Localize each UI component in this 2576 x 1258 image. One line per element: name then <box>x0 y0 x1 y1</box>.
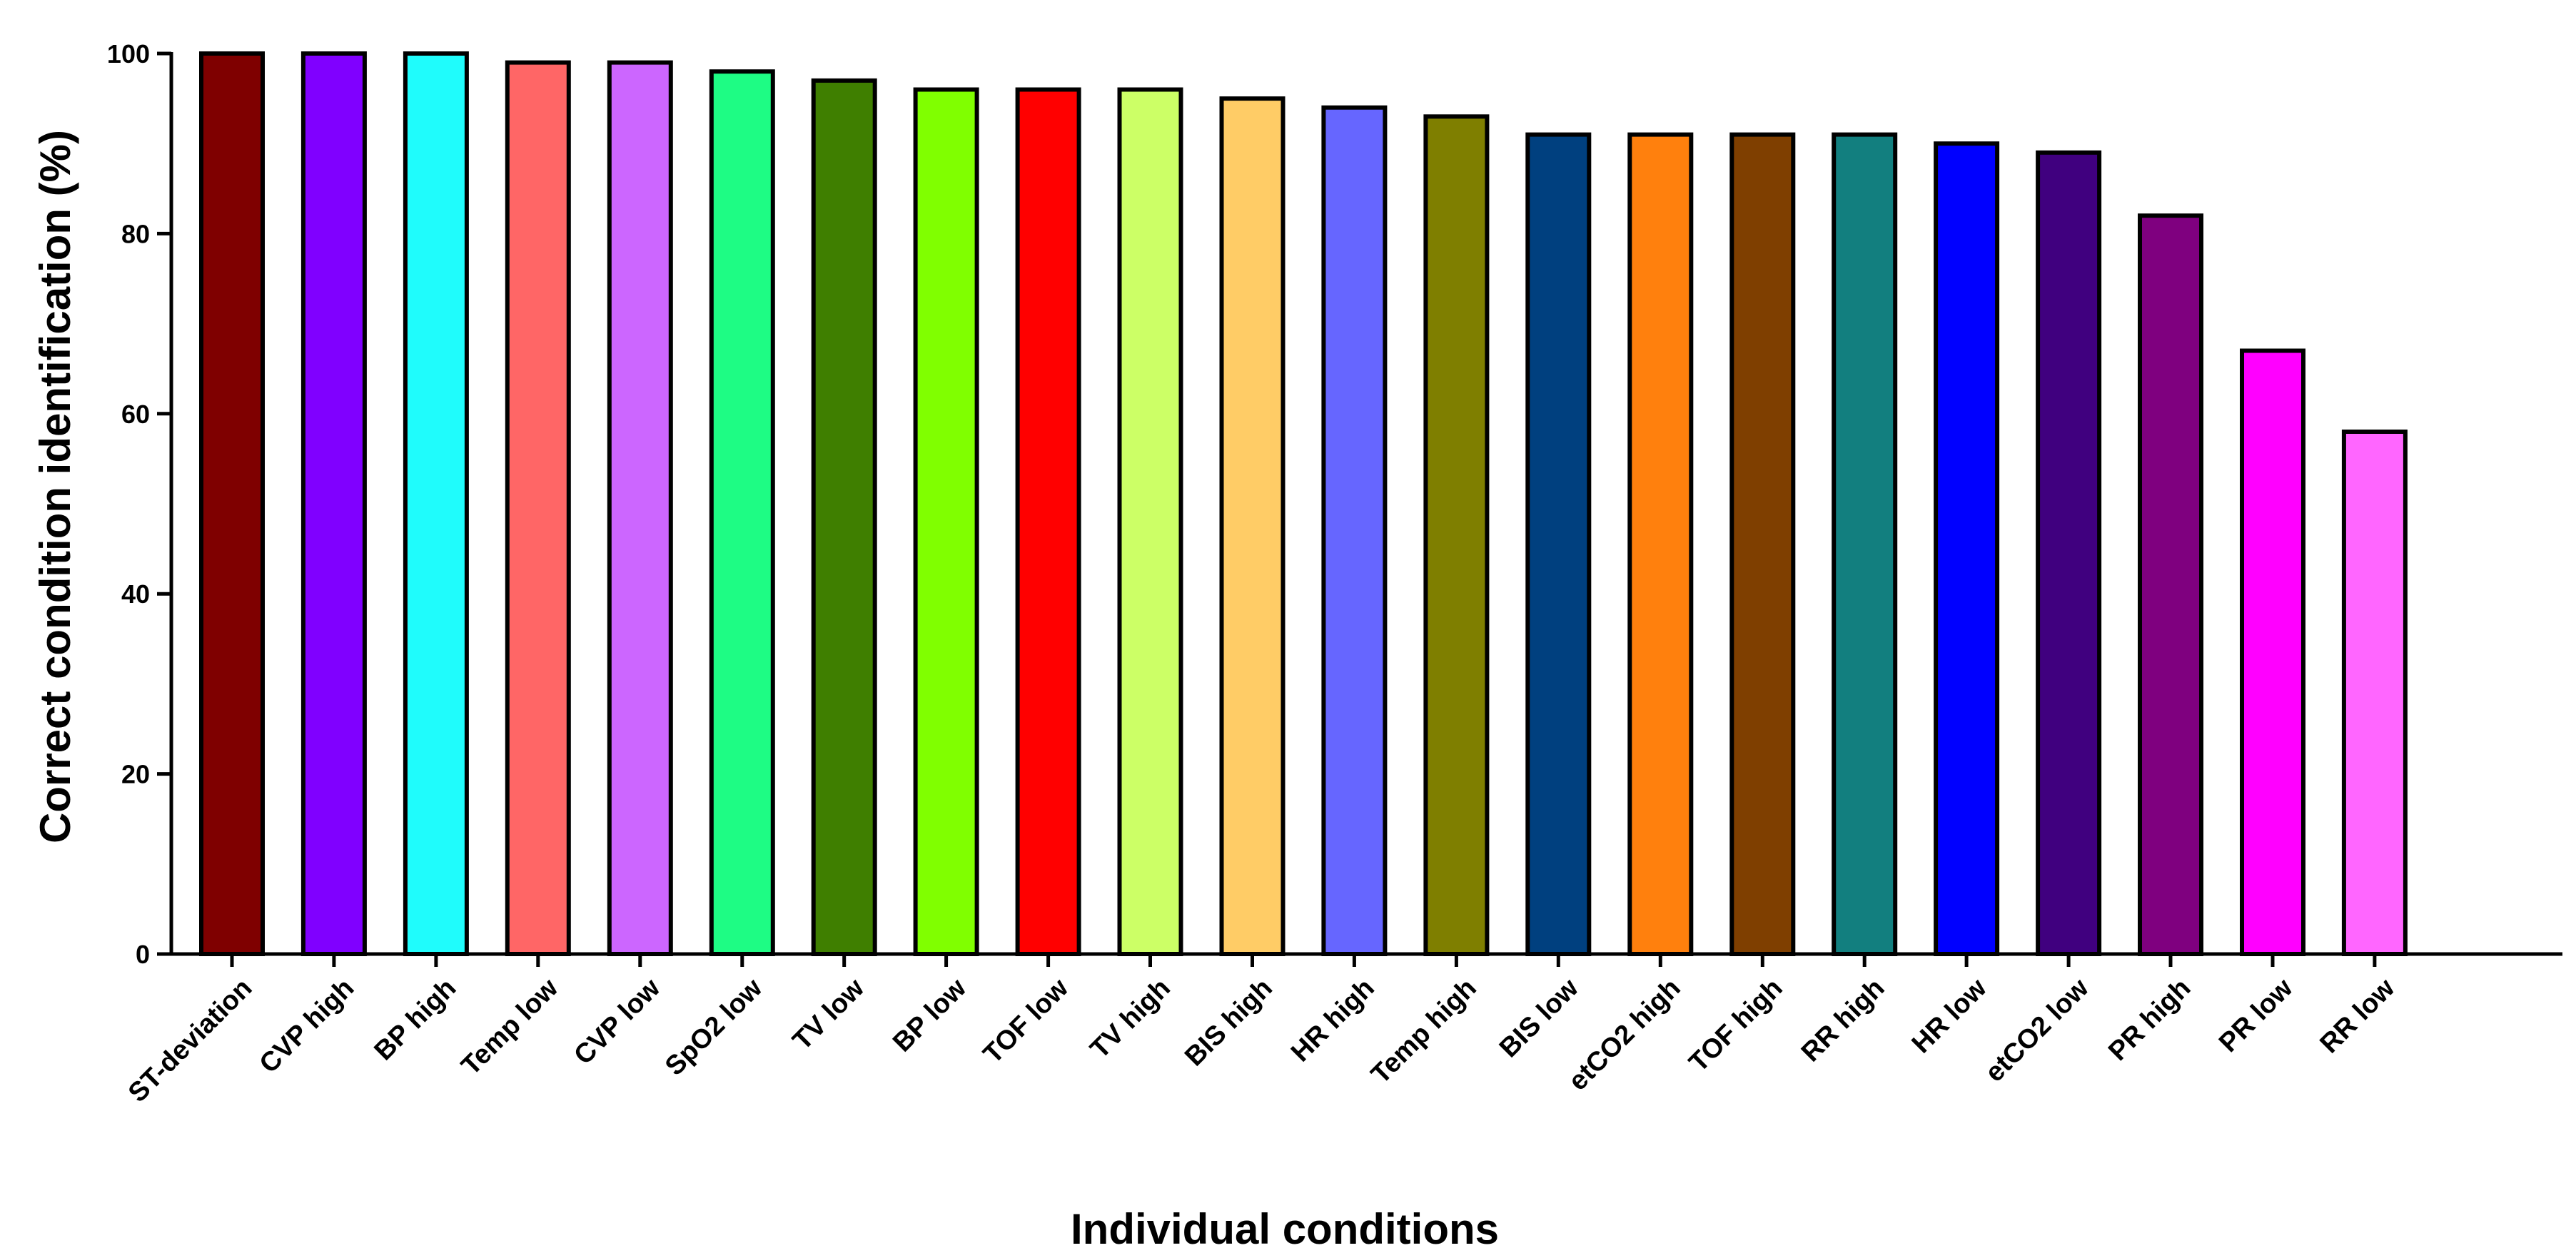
bar-temp-high <box>1423 114 1490 956</box>
x-tick-label: TV high <box>1085 973 1176 1065</box>
bar-tof-high <box>1729 132 1796 957</box>
y-tick-label: 0 <box>136 940 150 969</box>
bar-pr-high <box>2138 213 2203 957</box>
x-tick-label: Temp low <box>456 973 565 1081</box>
bar-bis-high <box>1219 96 1286 957</box>
y-tick-label: 20 <box>121 760 150 789</box>
x-tick-label: CVP low <box>568 973 666 1070</box>
y-tick-label: 100 <box>107 39 150 69</box>
bar-cvp-low <box>607 60 673 957</box>
x-tick-label: SpO2 low <box>660 973 768 1081</box>
x-tick-label: HR low <box>1906 973 1993 1059</box>
bar-etco2-low <box>2036 150 2102 956</box>
x-axis-title: Individual conditions <box>1071 1205 1499 1253</box>
y-tick-label: 60 <box>121 400 150 429</box>
x-tick-label: CVP high <box>254 973 360 1080</box>
x-tick-label: Temp high <box>1365 973 1483 1090</box>
y-tick-label: 40 <box>121 579 150 609</box>
y-axis-title: Correct condition identification (%) <box>31 130 79 843</box>
bar-pr-low <box>2240 348 2305 956</box>
y-tick-label: 80 <box>121 219 150 248</box>
x-tick-label: HR high <box>1286 973 1380 1068</box>
x-tick-label: BIS low <box>1494 973 1585 1063</box>
x-tick-label: RR low <box>2315 973 2401 1059</box>
bar-bis-low <box>1525 132 1592 957</box>
bar-temp-low <box>505 60 571 957</box>
x-tick-label: RR high <box>1796 973 1891 1068</box>
bar-tv-high <box>1117 87 1183 956</box>
bar-spo2-low <box>709 69 775 957</box>
x-tick-label: ST-deviation <box>123 973 258 1108</box>
x-tick-label: PR low <box>2213 973 2299 1058</box>
bar-hr-low <box>1934 141 2000 957</box>
x-tick-label: TOF low <box>978 973 1074 1069</box>
bar-cvp-high <box>300 51 367 956</box>
bar-etco2-high <box>1627 132 1694 957</box>
bar-hr-high <box>1321 105 1388 957</box>
x-tick-label: BP low <box>887 973 972 1057</box>
bar-st-deviation <box>199 51 265 956</box>
axes-group <box>157 51 2562 967</box>
bars-group <box>199 51 2408 957</box>
x-tick-label: BP high <box>369 973 463 1067</box>
bar-rr-high <box>1832 132 1898 957</box>
bar-tv-low <box>811 78 877 956</box>
x-tick-label: BIS high <box>1179 973 1278 1072</box>
bar-tof-low <box>1015 87 1081 956</box>
x-tick-label: TV low <box>787 973 871 1056</box>
x-tick-label: etCO2 low <box>1979 973 2094 1087</box>
bar-bp-high <box>403 51 469 956</box>
bar-rr-low <box>2341 430 2408 956</box>
bar-bp-low <box>913 87 979 956</box>
x-tick-label: TOF high <box>1684 973 1789 1078</box>
x-tick-label: PR high <box>2103 973 2196 1067</box>
